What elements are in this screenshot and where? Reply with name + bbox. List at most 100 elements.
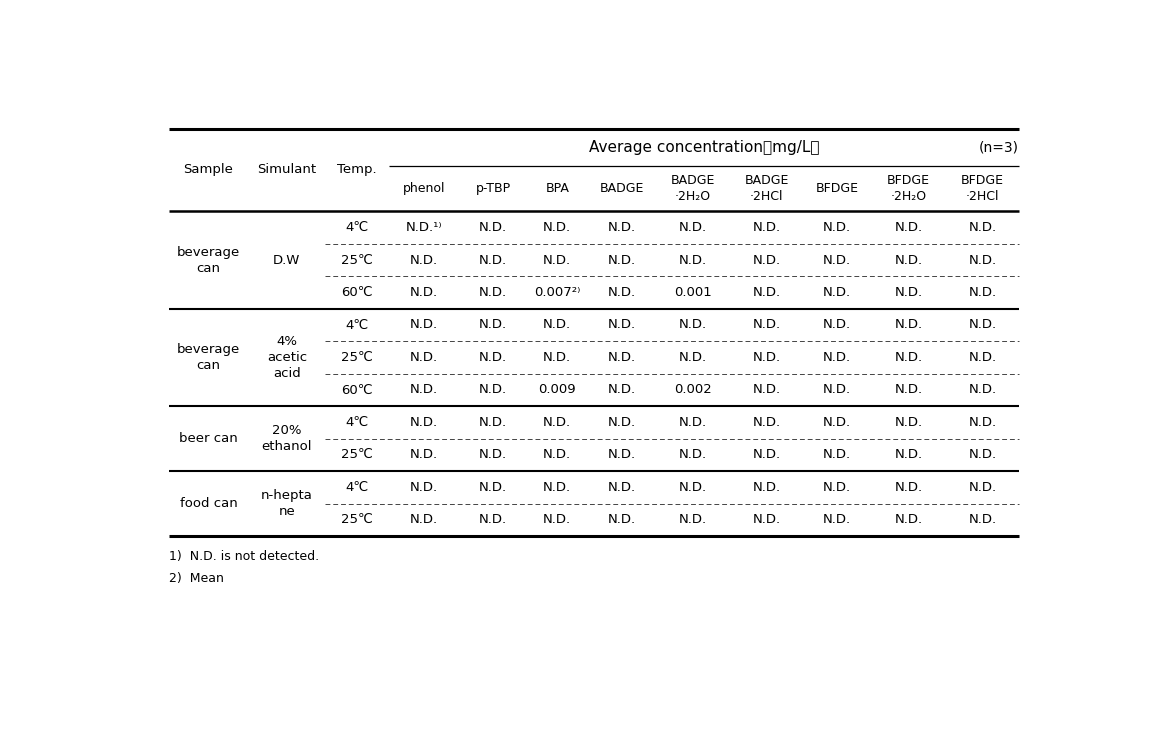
Text: Simulant: Simulant xyxy=(258,164,316,177)
Text: 60℃: 60℃ xyxy=(342,383,373,397)
Text: BPA: BPA xyxy=(545,182,569,195)
Text: 60℃: 60℃ xyxy=(342,286,373,299)
Text: phenol: phenol xyxy=(402,182,445,195)
Text: 4℃: 4℃ xyxy=(345,318,369,332)
Text: N.D.: N.D. xyxy=(678,416,707,429)
Text: N.D.: N.D. xyxy=(753,221,781,234)
Text: N.D.: N.D. xyxy=(753,416,781,429)
Text: N.D.: N.D. xyxy=(607,383,636,397)
Text: N.D.: N.D. xyxy=(753,383,781,397)
Text: N.D.: N.D. xyxy=(968,383,996,397)
Text: N.D.: N.D. xyxy=(823,318,851,332)
Text: N.D.: N.D. xyxy=(607,514,636,526)
Text: N.D.: N.D. xyxy=(607,318,636,332)
Text: food can: food can xyxy=(179,497,237,510)
Text: N.D.: N.D. xyxy=(823,221,851,234)
Text: N.D.: N.D. xyxy=(543,221,572,234)
Text: N.D.: N.D. xyxy=(607,221,636,234)
Text: N.D.: N.D. xyxy=(823,416,851,429)
Text: N.D.: N.D. xyxy=(607,254,636,266)
Text: N.D.: N.D. xyxy=(480,254,507,266)
Text: N.D.: N.D. xyxy=(968,254,996,266)
Text: N.D.: N.D. xyxy=(607,286,636,299)
Text: D.W: D.W xyxy=(274,254,300,266)
Text: beverage
can: beverage can xyxy=(177,343,240,372)
Text: N.D.: N.D. xyxy=(411,286,438,299)
Text: 0.002: 0.002 xyxy=(674,383,712,397)
Text: N.D.: N.D. xyxy=(823,383,851,397)
Text: N.D.: N.D. xyxy=(678,514,707,526)
Text: 0.007²⁾: 0.007²⁾ xyxy=(534,286,581,299)
Text: beer can: beer can xyxy=(179,432,238,445)
Text: BADGE
·2HCl: BADGE ·2HCl xyxy=(744,174,789,203)
Text: N.D.: N.D. xyxy=(411,318,438,332)
Text: N.D.: N.D. xyxy=(823,351,851,364)
Text: BFDGE: BFDGE xyxy=(815,182,859,195)
Text: N.D.: N.D. xyxy=(543,254,572,266)
Text: p-TBP: p-TBP xyxy=(475,182,511,195)
Text: N.D.: N.D. xyxy=(543,514,572,526)
Text: N.D.: N.D. xyxy=(823,481,851,494)
Text: 0.009: 0.009 xyxy=(538,383,576,397)
Text: N.D.: N.D. xyxy=(678,221,707,234)
Text: N.D.: N.D. xyxy=(753,514,781,526)
Text: N.D.: N.D. xyxy=(895,221,922,234)
Text: N.D.: N.D. xyxy=(480,383,507,397)
Text: 4℃: 4℃ xyxy=(345,416,369,429)
Text: N.D.: N.D. xyxy=(968,286,996,299)
Text: N.D.: N.D. xyxy=(678,481,707,494)
Text: N.D.: N.D. xyxy=(968,514,996,526)
Text: N.D.: N.D. xyxy=(480,448,507,462)
Text: N.D.: N.D. xyxy=(543,318,572,332)
Text: N.D.: N.D. xyxy=(968,221,996,234)
Text: N.D.: N.D. xyxy=(823,448,851,462)
Text: 0.001: 0.001 xyxy=(674,286,712,299)
Text: N.D.: N.D. xyxy=(411,416,438,429)
Text: N.D.: N.D. xyxy=(895,383,922,397)
Text: N.D.: N.D. xyxy=(753,286,781,299)
Text: N.D.: N.D. xyxy=(823,286,851,299)
Text: N.D.: N.D. xyxy=(678,254,707,266)
Text: 25℃: 25℃ xyxy=(342,254,373,266)
Text: N.D.: N.D. xyxy=(543,351,572,364)
Text: N.D.: N.D. xyxy=(411,254,438,266)
Text: N.D.: N.D. xyxy=(753,254,781,266)
Text: N.D.: N.D. xyxy=(968,448,996,462)
Text: N.D.: N.D. xyxy=(480,351,507,364)
Text: N.D.: N.D. xyxy=(968,481,996,494)
Text: 20%
ethanol: 20% ethanol xyxy=(261,424,312,453)
Text: n-hepta
ne: n-hepta ne xyxy=(261,489,313,518)
Text: N.D.: N.D. xyxy=(968,416,996,429)
Text: (n=3): (n=3) xyxy=(979,140,1019,154)
Text: N.D.: N.D. xyxy=(411,448,438,462)
Text: N.D.: N.D. xyxy=(895,286,922,299)
Text: N.D.: N.D. xyxy=(895,481,922,494)
Text: N.D.: N.D. xyxy=(753,351,781,364)
Text: N.D.: N.D. xyxy=(678,448,707,462)
Text: N.D.: N.D. xyxy=(480,416,507,429)
Text: N.D.: N.D. xyxy=(895,351,922,364)
Text: 4℃: 4℃ xyxy=(345,481,369,494)
Text: N.D.: N.D. xyxy=(968,318,996,332)
Text: Temp.: Temp. xyxy=(337,164,377,177)
Text: N.D.: N.D. xyxy=(411,383,438,397)
Text: 2)  Mean: 2) Mean xyxy=(169,572,223,585)
Text: BFDGE
·2H₂O: BFDGE ·2H₂O xyxy=(887,174,930,203)
Text: Average concentration（mg/L）: Average concentration（mg/L） xyxy=(589,140,819,155)
Text: N.D.: N.D. xyxy=(895,514,922,526)
Text: 25℃: 25℃ xyxy=(342,351,373,364)
Text: N.D.: N.D. xyxy=(411,351,438,364)
Text: 25℃: 25℃ xyxy=(342,448,373,462)
Text: 25℃: 25℃ xyxy=(342,514,373,526)
Text: N.D.: N.D. xyxy=(543,481,572,494)
Text: N.D.: N.D. xyxy=(895,416,922,429)
Text: BADGE: BADGE xyxy=(599,182,644,195)
Text: N.D.: N.D. xyxy=(753,481,781,494)
Text: N.D.: N.D. xyxy=(543,416,572,429)
Text: N.D.: N.D. xyxy=(753,318,781,332)
Text: BADGE
·2H₂O: BADGE ·2H₂O xyxy=(670,174,715,203)
Text: N.D.: N.D. xyxy=(895,448,922,462)
Text: N.D.: N.D. xyxy=(607,351,636,364)
Text: N.D.¹⁾: N.D.¹⁾ xyxy=(406,221,443,234)
Text: 1)  N.D. is not detected.: 1) N.D. is not detected. xyxy=(169,551,319,563)
